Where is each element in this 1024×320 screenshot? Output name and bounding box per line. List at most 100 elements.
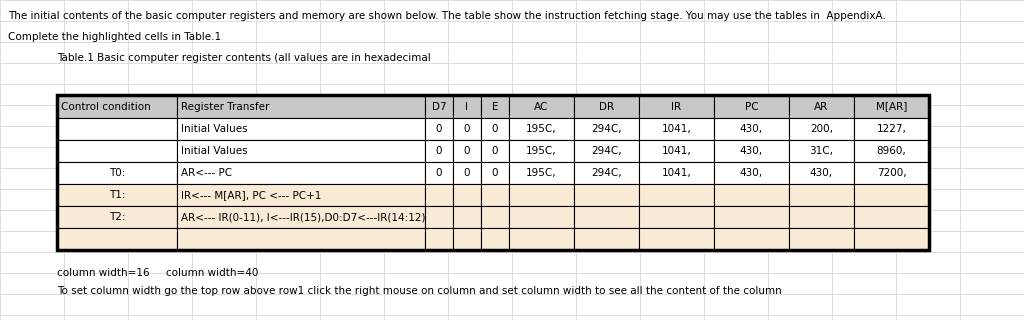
Bar: [509, 140, 574, 162]
Bar: [509, 206, 574, 228]
Bar: [714, 228, 790, 250]
Bar: [57, 95, 177, 118]
Bar: [177, 118, 425, 140]
Text: 195C,: 195C,: [526, 168, 557, 178]
Text: IR<--- M[AR], PC <--- PC+1: IR<--- M[AR], PC <--- PC+1: [181, 190, 322, 200]
Bar: [425, 206, 453, 228]
Bar: [854, 228, 929, 250]
Text: The initial contents of the basic computer registers and memory are shown below.: The initial contents of the basic comput…: [8, 11, 886, 21]
Bar: [177, 140, 425, 162]
Bar: [509, 162, 574, 184]
Text: Initial Values: Initial Values: [181, 146, 248, 156]
Bar: [714, 95, 790, 118]
Text: AR: AR: [814, 101, 828, 111]
Text: 0: 0: [436, 124, 442, 134]
Bar: [481, 206, 509, 228]
Text: To set column width go the top row above row1 click the right mouse on column an: To set column width go the top row above…: [57, 286, 781, 296]
Bar: [639, 162, 714, 184]
Text: 0: 0: [492, 124, 499, 134]
Bar: [509, 184, 574, 206]
Bar: [177, 206, 425, 228]
Text: 0: 0: [492, 168, 499, 178]
Text: DR: DR: [599, 101, 614, 111]
Bar: [509, 95, 574, 118]
Text: 1041,: 1041,: [662, 124, 691, 134]
Bar: [790, 228, 854, 250]
Bar: [57, 162, 177, 184]
Text: 0: 0: [464, 124, 470, 134]
Bar: [57, 140, 177, 162]
Bar: [453, 228, 481, 250]
Bar: [574, 184, 639, 206]
Text: 430,: 430,: [740, 146, 763, 156]
Text: 430,: 430,: [740, 168, 763, 178]
Text: 1227,: 1227,: [877, 124, 906, 134]
Text: D7: D7: [432, 101, 446, 111]
Bar: [481, 95, 509, 118]
Text: T0:: T0:: [109, 168, 125, 178]
Text: AC: AC: [535, 101, 549, 111]
Text: 0: 0: [436, 168, 442, 178]
Bar: [854, 206, 929, 228]
Bar: [790, 95, 854, 118]
Bar: [177, 228, 425, 250]
Bar: [177, 95, 425, 118]
Text: AR<--- IR(0-11), I<---IR(15),D0:D7<---IR(14:12): AR<--- IR(0-11), I<---IR(15),D0:D7<---IR…: [181, 212, 426, 222]
Bar: [790, 206, 854, 228]
Bar: [509, 228, 574, 250]
Text: 31C,: 31C,: [810, 146, 834, 156]
Bar: [481, 118, 509, 140]
Text: 7200,: 7200,: [877, 168, 906, 178]
Bar: [639, 140, 714, 162]
Bar: [790, 184, 854, 206]
Bar: [57, 206, 177, 228]
Text: 195C,: 195C,: [526, 124, 557, 134]
Text: T2:: T2:: [109, 212, 125, 222]
Text: 0: 0: [436, 146, 442, 156]
Text: 0: 0: [492, 146, 499, 156]
Bar: [639, 95, 714, 118]
Text: Table.1 Basic computer register contents (all values are in hexadecimal: Table.1 Basic computer register contents…: [57, 53, 431, 63]
Bar: [574, 118, 639, 140]
Bar: [790, 162, 854, 184]
Bar: [425, 95, 453, 118]
Bar: [574, 162, 639, 184]
Bar: [177, 184, 425, 206]
Bar: [57, 95, 929, 250]
Bar: [574, 206, 639, 228]
Text: Register Transfer: Register Transfer: [181, 101, 269, 111]
Bar: [425, 228, 453, 250]
Text: 294C,: 294C,: [591, 146, 622, 156]
Bar: [425, 184, 453, 206]
Text: 0: 0: [464, 146, 470, 156]
Bar: [714, 162, 790, 184]
Text: Complete the highlighted cells in Table.1: Complete the highlighted cells in Table.…: [8, 32, 221, 42]
Bar: [177, 162, 425, 184]
Bar: [790, 140, 854, 162]
Bar: [481, 184, 509, 206]
Bar: [790, 118, 854, 140]
Bar: [854, 95, 929, 118]
Bar: [509, 118, 574, 140]
Bar: [57, 184, 177, 206]
Text: 294C,: 294C,: [591, 168, 622, 178]
Bar: [639, 184, 714, 206]
Bar: [639, 118, 714, 140]
Bar: [481, 162, 509, 184]
Bar: [639, 228, 714, 250]
Bar: [453, 206, 481, 228]
Bar: [425, 118, 453, 140]
Bar: [425, 140, 453, 162]
Bar: [57, 118, 177, 140]
Bar: [574, 140, 639, 162]
Bar: [57, 228, 177, 250]
Text: AR<--- PC: AR<--- PC: [181, 168, 232, 178]
Bar: [453, 184, 481, 206]
Text: 1041,: 1041,: [662, 146, 691, 156]
Text: 8960,: 8960,: [877, 146, 906, 156]
Text: 0: 0: [464, 168, 470, 178]
Text: IR: IR: [672, 101, 682, 111]
Text: PC: PC: [744, 101, 759, 111]
Text: Control condition: Control condition: [61, 101, 151, 111]
Bar: [481, 140, 509, 162]
